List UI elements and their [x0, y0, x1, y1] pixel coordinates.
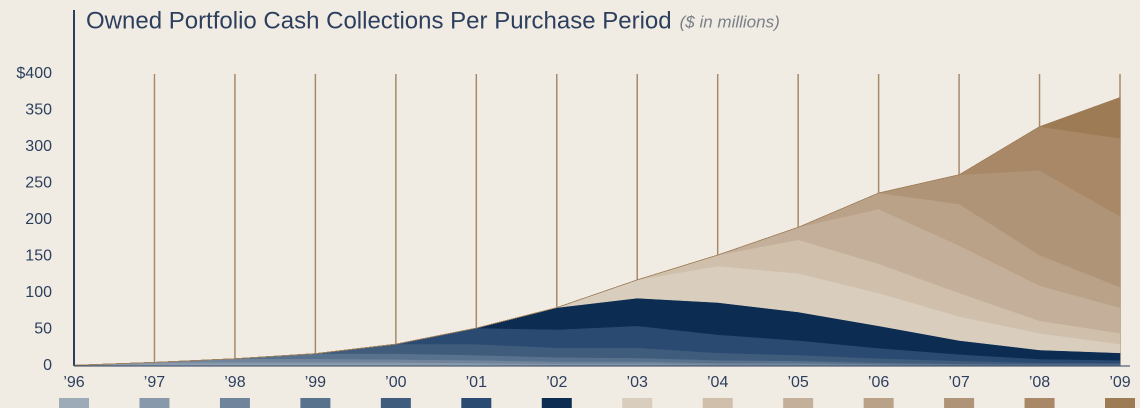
legend-swatch	[59, 398, 89, 408]
y-tick-label: $400	[16, 65, 52, 82]
areas	[73, 97, 1121, 367]
legend-swatch	[380, 398, 411, 408]
legend-swatch	[1105, 398, 1135, 408]
chart-subtitle: ($ in millions)	[680, 12, 780, 31]
x-tick-label: ’07	[948, 374, 969, 391]
x-tick-label: ’00	[385, 374, 406, 391]
legend-swatch	[944, 398, 975, 408]
y-tick-label: 250	[25, 175, 52, 192]
x-tick-label: ’05	[787, 374, 808, 391]
x-tick-label: ’06	[868, 374, 889, 391]
x-tick-label: ’97	[144, 374, 165, 391]
x-tick-label: ’09	[1109, 374, 1130, 391]
x-tick-label: ’03	[627, 374, 648, 391]
x-tick-label: ’96	[63, 374, 84, 391]
legend-swatch	[219, 398, 250, 408]
y-tick-label: 150	[25, 248, 52, 265]
x-tick-label: ’98	[224, 374, 245, 391]
legend-swatch	[622, 398, 653, 408]
legend-swatch	[541, 398, 572, 408]
y-tick-label: 0	[43, 357, 52, 374]
x-tick-label: ’02	[546, 374, 567, 391]
x-tick-label: ’04	[707, 374, 728, 391]
y-tick-label: 50	[34, 321, 52, 338]
x-tick-label: ’08	[1029, 374, 1050, 391]
legend-swatch	[461, 398, 492, 408]
legend-swatch	[702, 398, 733, 408]
legend-swatch	[300, 398, 331, 408]
y-tick-label: 200	[25, 211, 52, 228]
legend-swatch	[139, 398, 170, 408]
legend-swatch	[863, 398, 894, 408]
x-tick-label: ’99	[305, 374, 326, 391]
legend-swatch	[783, 398, 814, 408]
axes: 0 50 100 150 200 250 300 350 $400 ’96 ’97 ’98 ’99 ’00…	[16, 65, 1135, 408]
chart-title: Owned Portfolio Cash Collections Per Pur…	[86, 7, 672, 34]
legend-swatch	[1024, 398, 1055, 408]
area-series	[73, 97, 1121, 366]
y-tick-label: 350	[25, 102, 52, 119]
x-tick-label: ’01	[466, 374, 487, 391]
y-tick-label: 100	[25, 284, 52, 301]
y-tick-label: 300	[25, 138, 52, 155]
